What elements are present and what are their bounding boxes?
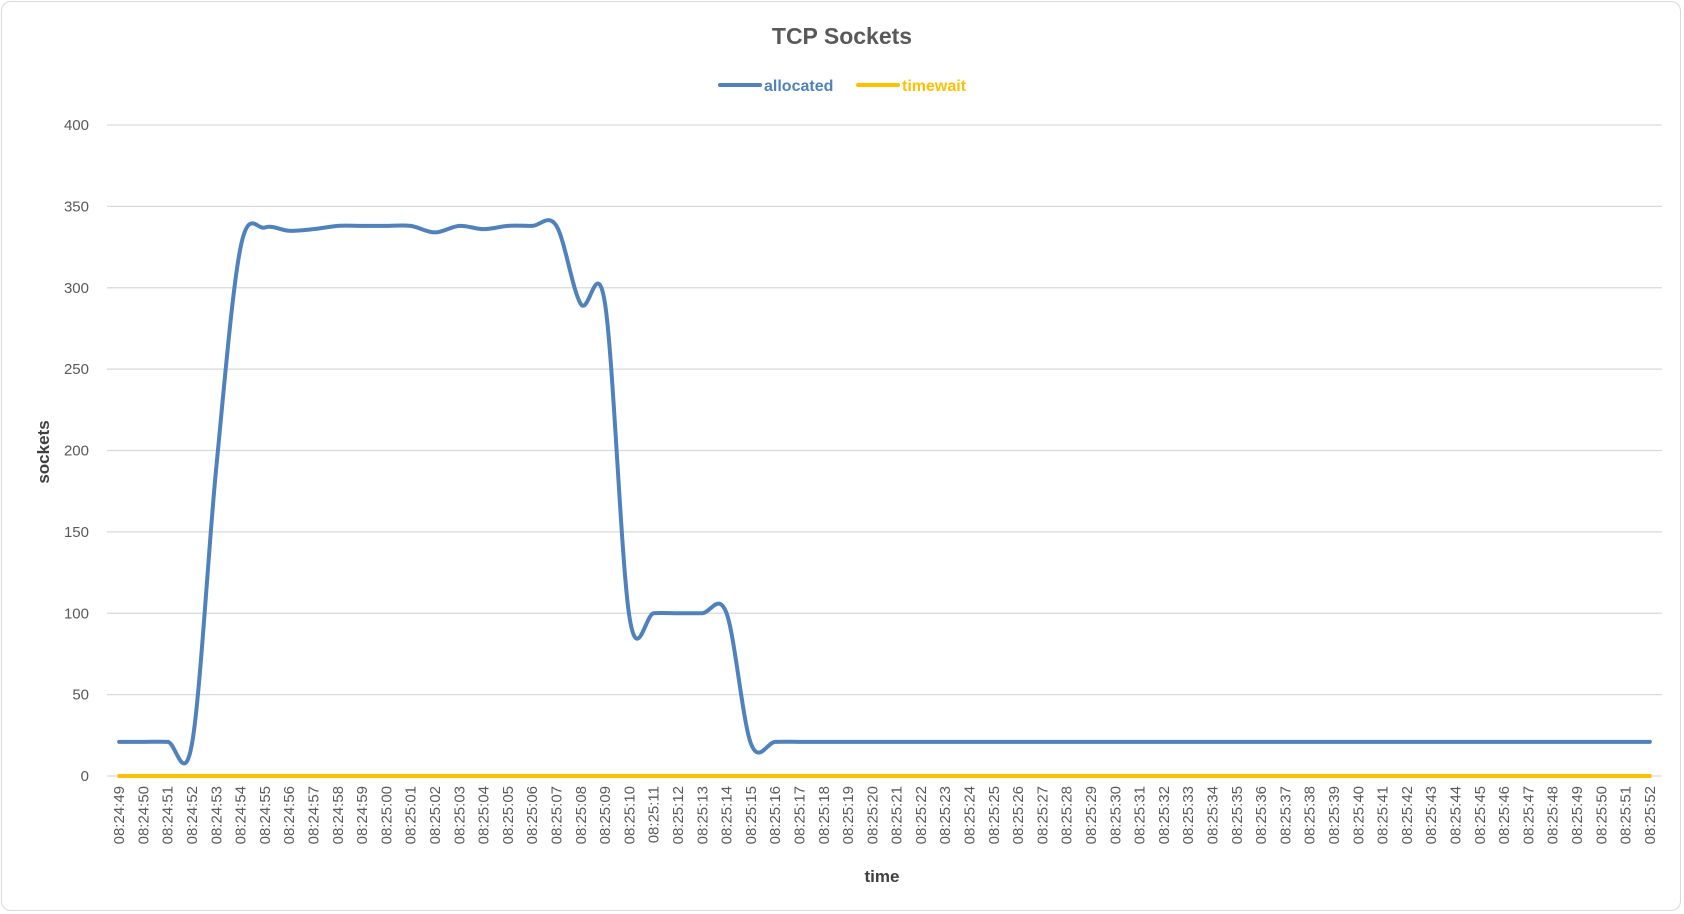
gridlines	[107, 124, 1662, 777]
x-tick-label: 08:25:44	[1447, 786, 1464, 844]
x-tick-label: 08:25:07	[548, 786, 565, 844]
x-tick-label: 08:25:09	[597, 786, 614, 844]
x-tick-label: 08:25:05	[500, 786, 517, 844]
y-tick-label: 350	[64, 198, 89, 215]
series-line-allocated	[117, 218, 1652, 766]
x-tick-label: 08:24:57	[306, 786, 323, 844]
x-tick-label: 08:25:28	[1059, 786, 1076, 844]
chart-title: TCP Sockets	[772, 23, 912, 49]
y-tick-label: 300	[64, 280, 89, 297]
x-tick-label: 08:25:16	[767, 786, 784, 844]
y-tick-label: 200	[64, 443, 89, 460]
x-tick-label: 08:25:06	[524, 786, 541, 844]
x-tick-label: 08:25:36	[1253, 786, 1270, 844]
x-tick-label: 08:25:34	[1205, 786, 1222, 844]
x-tick-label: 08:25:31	[1132, 786, 1149, 844]
y-tick-label: 250	[64, 361, 89, 378]
x-tick-label: 08:25:45	[1472, 786, 1489, 844]
x-tick-label: 08:24:49	[111, 786, 128, 844]
x-tick-label: 08:24:55	[257, 786, 274, 844]
x-tick-label: 08:24:58	[330, 786, 347, 844]
x-tick-label: 08:25:50	[1593, 786, 1610, 844]
x-tick-label: 08:25:46	[1496, 786, 1513, 844]
legend: allocated timewait	[718, 78, 967, 95]
x-tick-label: 08:24:52	[184, 786, 201, 844]
x-tick-label: 08:25:38	[1302, 786, 1319, 844]
y-tick-label: 400	[64, 117, 89, 134]
legend-label-allocated: allocated	[764, 78, 833, 95]
x-tick-label: 08:25:23	[937, 786, 954, 844]
x-tick-label: 08:25:03	[451, 786, 468, 844]
x-axis-ticks: 08:24:49 08:24:50 08:24:51 08:24:52 08:24:53…	[111, 786, 1659, 844]
x-tick-label: 08:25:33	[1180, 786, 1197, 844]
x-tick-label: 08:25:01	[403, 786, 420, 844]
x-tick-label: 08:25:11	[646, 786, 663, 843]
x-tick-label: 08:25:14	[719, 786, 736, 844]
x-tick-label: 08:25:40	[1350, 786, 1367, 844]
x-tick-label: 08:25:10	[621, 786, 638, 844]
x-tick-label: 08:25:49	[1569, 786, 1586, 844]
x-tick-label: 08:25:25	[986, 786, 1003, 844]
series-lines	[117, 218, 1652, 778]
x-tick-label: 08:25:47	[1520, 786, 1537, 844]
x-tick-label: 08:25:24	[962, 786, 979, 844]
x-tick-label: 08:25:21	[889, 786, 906, 844]
x-tick-label: 08:25:48	[1545, 786, 1562, 844]
x-tick-label: 08:24:50	[135, 786, 152, 844]
x-tick-label: 08:25:39	[1326, 786, 1343, 844]
x-tick-label: 08:25:43	[1423, 786, 1440, 844]
x-tick-label: 08:25:42	[1399, 786, 1416, 844]
x-tick-label: 08:24:51	[160, 786, 177, 844]
x-tick-label: 08:25:27	[1034, 786, 1051, 844]
x-tick-label: 08:25:30	[1107, 786, 1124, 844]
legend-label-timewait: timewait	[902, 78, 967, 95]
x-tick-label: 08:25:37	[1277, 786, 1294, 844]
y-axis-ticks: 0 50 100 150 200 250 300 350 400	[64, 117, 89, 785]
x-axis-title: time	[865, 867, 900, 886]
x-tick-label: 08:25:29	[1083, 786, 1100, 844]
x-tick-label: 08:25:19	[840, 786, 857, 844]
x-tick-label: 08:25:51	[1618, 786, 1635, 844]
x-tick-label: 08:24:59	[354, 786, 371, 844]
y-tick-label: 0	[81, 768, 89, 785]
x-tick-label: 08:25:32	[1156, 786, 1173, 844]
x-tick-label: 08:24:53	[208, 786, 225, 844]
x-tick-label: 08:25:08	[573, 786, 590, 844]
x-tick-label: 08:25:20	[864, 786, 881, 844]
y-tick-label: 50	[72, 687, 89, 704]
x-tick-label: 08:25:41	[1375, 786, 1392, 844]
x-tick-label: 08:25:12	[670, 786, 687, 844]
y-axis-title: sockets	[34, 420, 53, 483]
x-tick-label: 08:25:18	[816, 786, 833, 844]
x-tick-label: 08:25:52	[1642, 786, 1659, 844]
x-tick-label: 08:25:15	[743, 786, 760, 844]
x-tick-label: 08:25:35	[1229, 786, 1246, 844]
x-tick-label: 08:24:56	[281, 786, 298, 844]
y-tick-label: 100	[64, 605, 89, 622]
x-tick-label: 08:25:13	[694, 786, 711, 844]
x-tick-label: 08:24:54	[233, 786, 250, 844]
x-tick-label: 08:25:17	[791, 786, 808, 844]
x-tick-label: 08:25:22	[913, 786, 930, 844]
x-tick-label: 08:25:26	[1010, 786, 1027, 844]
x-tick-label: 08:25:02	[427, 786, 444, 844]
x-tick-label: 08:25:04	[476, 786, 493, 844]
y-tick-label: 150	[64, 524, 89, 541]
x-tick-label: 08:25:00	[378, 786, 395, 844]
